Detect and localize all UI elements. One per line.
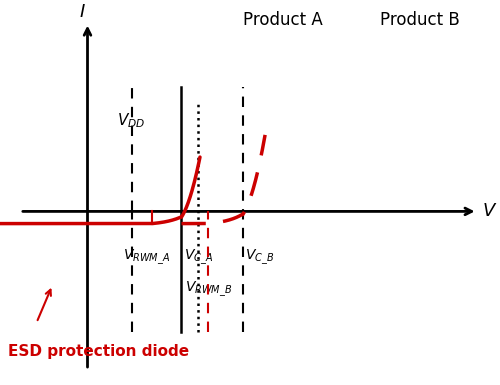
Text: I: I [80, 3, 85, 21]
Text: V: V [482, 203, 495, 220]
Text: $V_{DD}$: $V_{DD}$ [117, 112, 145, 130]
Text: Product B: Product B [380, 12, 460, 29]
Text: $V_{C\_A}$: $V_{C\_A}$ [184, 247, 213, 267]
Text: ESD protection diode: ESD protection diode [8, 343, 188, 358]
Text: $V_{C\_B}$: $V_{C\_B}$ [246, 247, 274, 267]
Text: $V_{RWM\_A}$: $V_{RWM\_A}$ [124, 247, 170, 267]
Text: Product A: Product A [242, 12, 322, 29]
Text: $V_{RWM\_B}$: $V_{RWM\_B}$ [184, 280, 232, 299]
